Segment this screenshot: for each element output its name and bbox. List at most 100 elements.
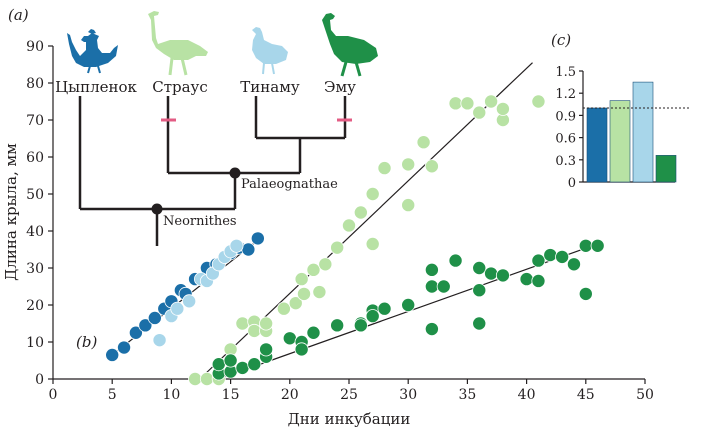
- scatter-point-series-1: [424, 159, 439, 174]
- bar-y-ticks: 0 0.3 0.6 0.9 1.2 1.5: [555, 65, 583, 191]
- scatter-point-series-3: [472, 283, 487, 298]
- data-points: [105, 94, 605, 386]
- scatter-point-series-3: [531, 253, 546, 268]
- scatter-point-series-0: [138, 318, 153, 333]
- scatter-point-series-3: [211, 357, 226, 372]
- scatter-point-series-3: [401, 297, 416, 312]
- x-tick-label: 0: [49, 387, 58, 403]
- scatter-point-series-1: [353, 205, 368, 220]
- y-tick-label: 90: [26, 39, 44, 55]
- bar-chart: (c) 0 0.3 0.6 0.9 1.2 1.5: [551, 31, 690, 191]
- palaeognathae-node: [229, 167, 241, 179]
- scatter-point-series-3: [353, 318, 368, 333]
- scatter-point-series-1: [460, 96, 475, 111]
- scatter-point-series-0: [117, 340, 132, 355]
- scatter-point-series-1: [247, 323, 262, 338]
- scatter-point-series-3: [306, 325, 321, 340]
- scatter-point-series-3: [223, 353, 238, 368]
- scatter-chart: 0 5 10 15 20 25 30 35 40 45 50 0 10 20 30 40 50 60 70 80 90…: [2, 39, 654, 428]
- scatter-point-series-2: [182, 294, 197, 309]
- scatter-point-series-3: [555, 249, 570, 264]
- panel-label-b: (b): [76, 333, 97, 351]
- chicken-silhouette-icon: [67, 29, 118, 74]
- x-axis-label: Дни инкубации: [288, 410, 411, 428]
- scatter-point-series-3: [495, 268, 510, 283]
- y-tick-label: 0: [35, 372, 44, 388]
- y-tick-label: 80: [26, 76, 44, 92]
- bar-y-tick-label: 1.5: [555, 65, 576, 80]
- panel-label-c: (c): [551, 31, 571, 49]
- scatter-point-series-1: [377, 161, 392, 176]
- bar-y-tick-label: 0.9: [555, 109, 576, 124]
- scatter-point-series-3: [424, 262, 439, 277]
- taxon-label-chicken: Цыпленок: [55, 78, 137, 96]
- scatter-point-series-1: [416, 135, 431, 150]
- taxon-label-ostrich: Страус: [152, 78, 208, 96]
- y-tick-label: 70: [26, 113, 44, 129]
- scatter-point-series-1: [294, 272, 309, 287]
- clade-label-palaeognathae: Palaeognathae: [241, 177, 338, 192]
- scatter-point-series-2: [229, 238, 244, 253]
- y-tick-label: 40: [26, 224, 44, 240]
- x-ticks: 0 5 10 15 20 25 30 35 40 45 50: [49, 379, 654, 403]
- scatter-point-series-1: [401, 157, 416, 172]
- emu-silhouette-icon: [322, 13, 378, 77]
- taxon-label-emu: Эму: [324, 78, 356, 96]
- scatter-point-series-3: [424, 322, 439, 337]
- scatter-point-series-1: [472, 105, 487, 120]
- scatter-point-series-3: [235, 360, 250, 375]
- scatter-point-series-3: [259, 342, 274, 357]
- x-tick-label: 20: [281, 387, 299, 403]
- scatter-point-series-0: [147, 310, 162, 325]
- y-axis-label: Длина крыла, мм: [2, 143, 20, 281]
- scatter-point-series-3: [531, 273, 546, 288]
- scatter-point-series-0: [241, 242, 256, 257]
- x-tick-label: 50: [636, 387, 654, 403]
- scatter-point-series-1: [288, 296, 303, 311]
- x-tick-label: 25: [340, 387, 358, 403]
- scatter-point-series-1: [259, 316, 274, 331]
- scatter-point-series-3: [424, 279, 439, 294]
- x-tick-label: 10: [162, 387, 180, 403]
- y-tick-label: 20: [26, 298, 44, 314]
- scatter-point-series-1: [365, 236, 380, 251]
- bar-0: [586, 107, 608, 183]
- tinamou-silhouette-icon: [252, 27, 288, 75]
- scatter-point-series-3: [472, 316, 487, 331]
- scatter-point-series-3: [294, 342, 309, 357]
- taxon-label-tinamou: Тинаму: [240, 78, 300, 96]
- scatter-point-series-2: [170, 301, 185, 316]
- scatter-point-series-1: [235, 316, 250, 331]
- scatter-point-series-0: [105, 347, 120, 362]
- scatter-point-series-3: [282, 331, 297, 346]
- scatter-point-series-1: [484, 94, 499, 109]
- bar-y-tick-label: 0.6: [555, 132, 576, 147]
- scatter-point-series-1: [401, 198, 416, 213]
- x-tick-label: 45: [577, 387, 595, 403]
- scatter-point-series-3: [377, 301, 392, 316]
- scatter-point-series-1: [318, 257, 333, 272]
- scatter-point-series-1: [495, 101, 510, 116]
- bar-3: [655, 155, 677, 183]
- panel-label-a: (a): [8, 6, 29, 24]
- scatter-point-series-1: [448, 96, 463, 111]
- y-tick-label: 30: [26, 261, 44, 277]
- x-tick-label: 35: [458, 387, 476, 403]
- phylogenetic-tree: (a) Palaeognathae Neornithes Цыпленок Ст…: [8, 6, 378, 246]
- scatter-point-series-1: [276, 301, 291, 316]
- y-tick-label: 50: [26, 187, 44, 203]
- scatter-point-series-3: [472, 260, 487, 275]
- x-tick-label: 15: [222, 387, 240, 403]
- scatter-point-series-3: [484, 266, 499, 281]
- x-tick-label: 30: [399, 387, 417, 403]
- scatter-point-series-3: [566, 257, 581, 272]
- bar-y-tick-label: 0.3: [555, 154, 576, 169]
- scatter-point-series-3: [448, 253, 463, 268]
- x-tick-label: 40: [518, 387, 536, 403]
- scatter-point-series-3: [543, 248, 558, 263]
- bar-y-tick-label: 1.2: [555, 87, 576, 102]
- scatter-point-series-1: [199, 371, 214, 386]
- scatter-point-series-3: [365, 309, 380, 324]
- scatter-point-series-1: [531, 94, 546, 109]
